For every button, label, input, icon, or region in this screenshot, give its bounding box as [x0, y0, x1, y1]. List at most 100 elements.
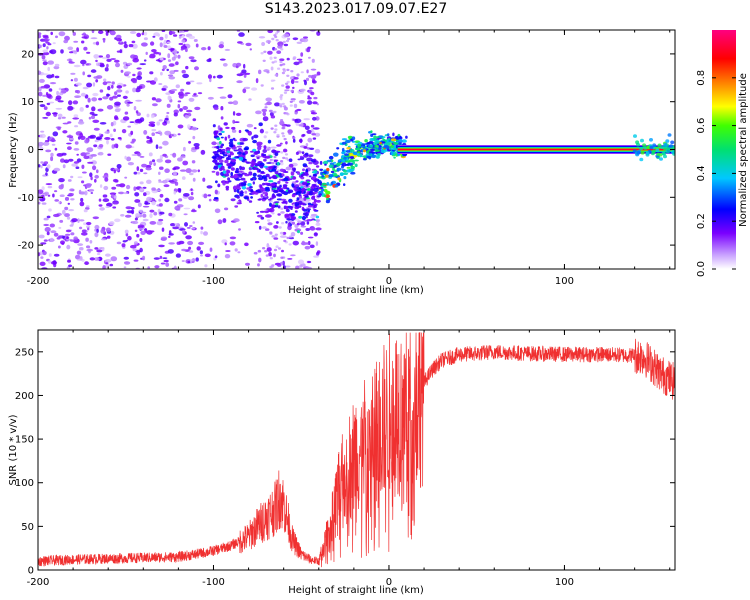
snr-ytick-label: 50	[21, 522, 34, 533]
spectrogram-noise-blob	[146, 179, 152, 184]
spectrogram-noise-blob	[70, 175, 74, 179]
spectrogram-ridge-blob	[652, 143, 657, 147]
spectrogram-noise-blob	[281, 102, 285, 106]
spectrogram-ridge-blob	[384, 145, 390, 149]
spectrogram-noise-blob	[125, 239, 129, 242]
spectrogram-noise-blob	[286, 57, 290, 61]
spectrogram-noise-blob	[79, 201, 85, 207]
spectrogram-noise-blob	[131, 220, 139, 225]
spectrogram-noise-blob	[279, 235, 287, 239]
spectrogram-noise-blob	[67, 105, 74, 111]
spectrogram-noise-blob	[52, 260, 57, 265]
spectrogram-noise-blob	[77, 243, 84, 247]
spectrogram-ridge-blob	[651, 149, 656, 154]
spectrogram-noise-blob	[233, 218, 240, 223]
snr-data	[38, 332, 675, 568]
spectrogram-ridge-blob	[353, 159, 359, 162]
spectrogram-noise-blob	[283, 33, 290, 38]
spectrogram-noise-blob	[244, 190, 248, 194]
spectrogram-noise-blob	[54, 63, 60, 67]
spectrogram-noise-blob	[285, 39, 290, 43]
spectrogram-noise-blob	[100, 238, 107, 241]
spectrogram-noise-blob	[97, 108, 104, 112]
spectrogram-ridge-blob	[227, 165, 232, 169]
spectrogram-noise-blob	[291, 221, 295, 225]
spectrogram-noise-blob	[106, 63, 109, 68]
spectrogram-noise-blob	[149, 160, 153, 166]
spectrogram-noise-blob	[67, 146, 72, 151]
spectrogram-ridge-blob	[369, 151, 374, 154]
spectrogram-noise-blob	[279, 231, 284, 235]
spectrogram-ridge-blob	[378, 136, 383, 138]
spectrogram-noise-blob	[163, 45, 168, 48]
spectrogram-ridge-blob	[311, 170, 318, 174]
spectrogram-noise-blob	[311, 133, 317, 136]
spectrogram-noise-blob	[209, 247, 213, 252]
spectrogram-noise-blob	[177, 133, 181, 136]
spectrogram-ridge-blob	[244, 173, 250, 177]
spectrogram-noise-blob	[112, 202, 119, 205]
spectrogram-ridge-blob	[311, 183, 317, 187]
spectrogram-noise-blob	[54, 75, 60, 79]
spectrogram-noise-blob	[50, 156, 54, 162]
spectrogram-noise-blob	[134, 119, 141, 124]
spectrogram-noise-blob	[173, 69, 179, 72]
snr-xtick-label: 0	[386, 577, 392, 588]
spectrogram-ridge-blob	[326, 159, 332, 163]
spectrogram-noise-blob	[182, 93, 188, 97]
spectrogram-noise-blob	[79, 247, 84, 251]
spectrogram-noise-blob	[178, 94, 184, 99]
colorbar-tick-label: 0.6	[696, 118, 707, 134]
spectrogram-ridge-blob	[322, 160, 329, 165]
spectrogram-ridge-blob	[321, 182, 327, 186]
spectrogram-noise-blob	[177, 54, 181, 59]
spectrogram-noise-blob	[277, 247, 282, 250]
spectrogram-noise-blob	[200, 226, 204, 230]
spectrogram-ridge-blob	[369, 137, 375, 142]
spectrogram-noise-blob	[232, 100, 239, 105]
spectrogram-ridge-blob	[216, 145, 220, 150]
spectrogram-ytick-label: 20	[21, 49, 34, 60]
spectrogram-noise-blob	[43, 36, 49, 39]
spectrogram-ridge-blob	[646, 145, 650, 150]
spectrogram-noise-blob	[40, 256, 44, 259]
spectrogram-noise-blob	[127, 235, 132, 241]
spectrogram-ridge-blob	[257, 174, 262, 178]
spectrogram-ytick-label: 10	[21, 97, 34, 108]
spectrogram-ridge-blob	[248, 171, 253, 176]
spectrogram-noise-blob	[56, 153, 64, 157]
spectrogram-noise-blob	[85, 152, 90, 155]
spectrogram-ridge-blob	[285, 220, 288, 224]
spectrogram-noise-blob	[70, 79, 74, 82]
spectrogram-noise-blob	[145, 167, 152, 171]
spectrogram-noise-blob	[53, 213, 60, 218]
spectrogram-ridge-blob	[315, 185, 320, 188]
spectrogram-noise-blob	[135, 110, 139, 114]
spectrogram-noise-blob	[197, 204, 201, 209]
spectrogram-noise-blob	[189, 259, 193, 264]
spectrogram-noise-blob	[161, 88, 167, 91]
spectrogram-ridge-blob	[285, 208, 290, 213]
spectrogram-ridge-blob	[320, 188, 325, 192]
spectrogram-noise-blob	[282, 156, 286, 160]
spectrogram-noise-blob	[94, 224, 100, 230]
spectrogram-noise-blob	[316, 251, 320, 256]
spectrogram-ridge-blob	[306, 181, 310, 183]
spectrogram-noise-blob	[111, 186, 117, 190]
spectrogram-noise-blob	[41, 202, 47, 205]
spectrogram-noise-blob	[96, 62, 101, 67]
spectrogram-ridge-blob	[212, 151, 217, 154]
spectrogram-noise-blob	[184, 222, 188, 227]
spectrogram-noise-blob	[168, 242, 175, 245]
spectrogram-ridge-blob	[301, 181, 308, 186]
spectrogram-noise-blob	[105, 253, 111, 257]
spectrogram-noise-blob	[46, 231, 50, 236]
spectrogram-noise-blob	[270, 265, 274, 268]
spectrogram-noise-blob	[290, 232, 296, 237]
spectrogram-noise-blob	[306, 129, 313, 134]
spectrogram-noise-blob	[130, 141, 135, 144]
spectrogram-noise-blob	[173, 109, 179, 114]
spectrogram-noise-blob	[265, 131, 269, 134]
spectrogram-noise-blob	[82, 32, 86, 36]
spectrogram-noise-blob	[261, 108, 268, 113]
